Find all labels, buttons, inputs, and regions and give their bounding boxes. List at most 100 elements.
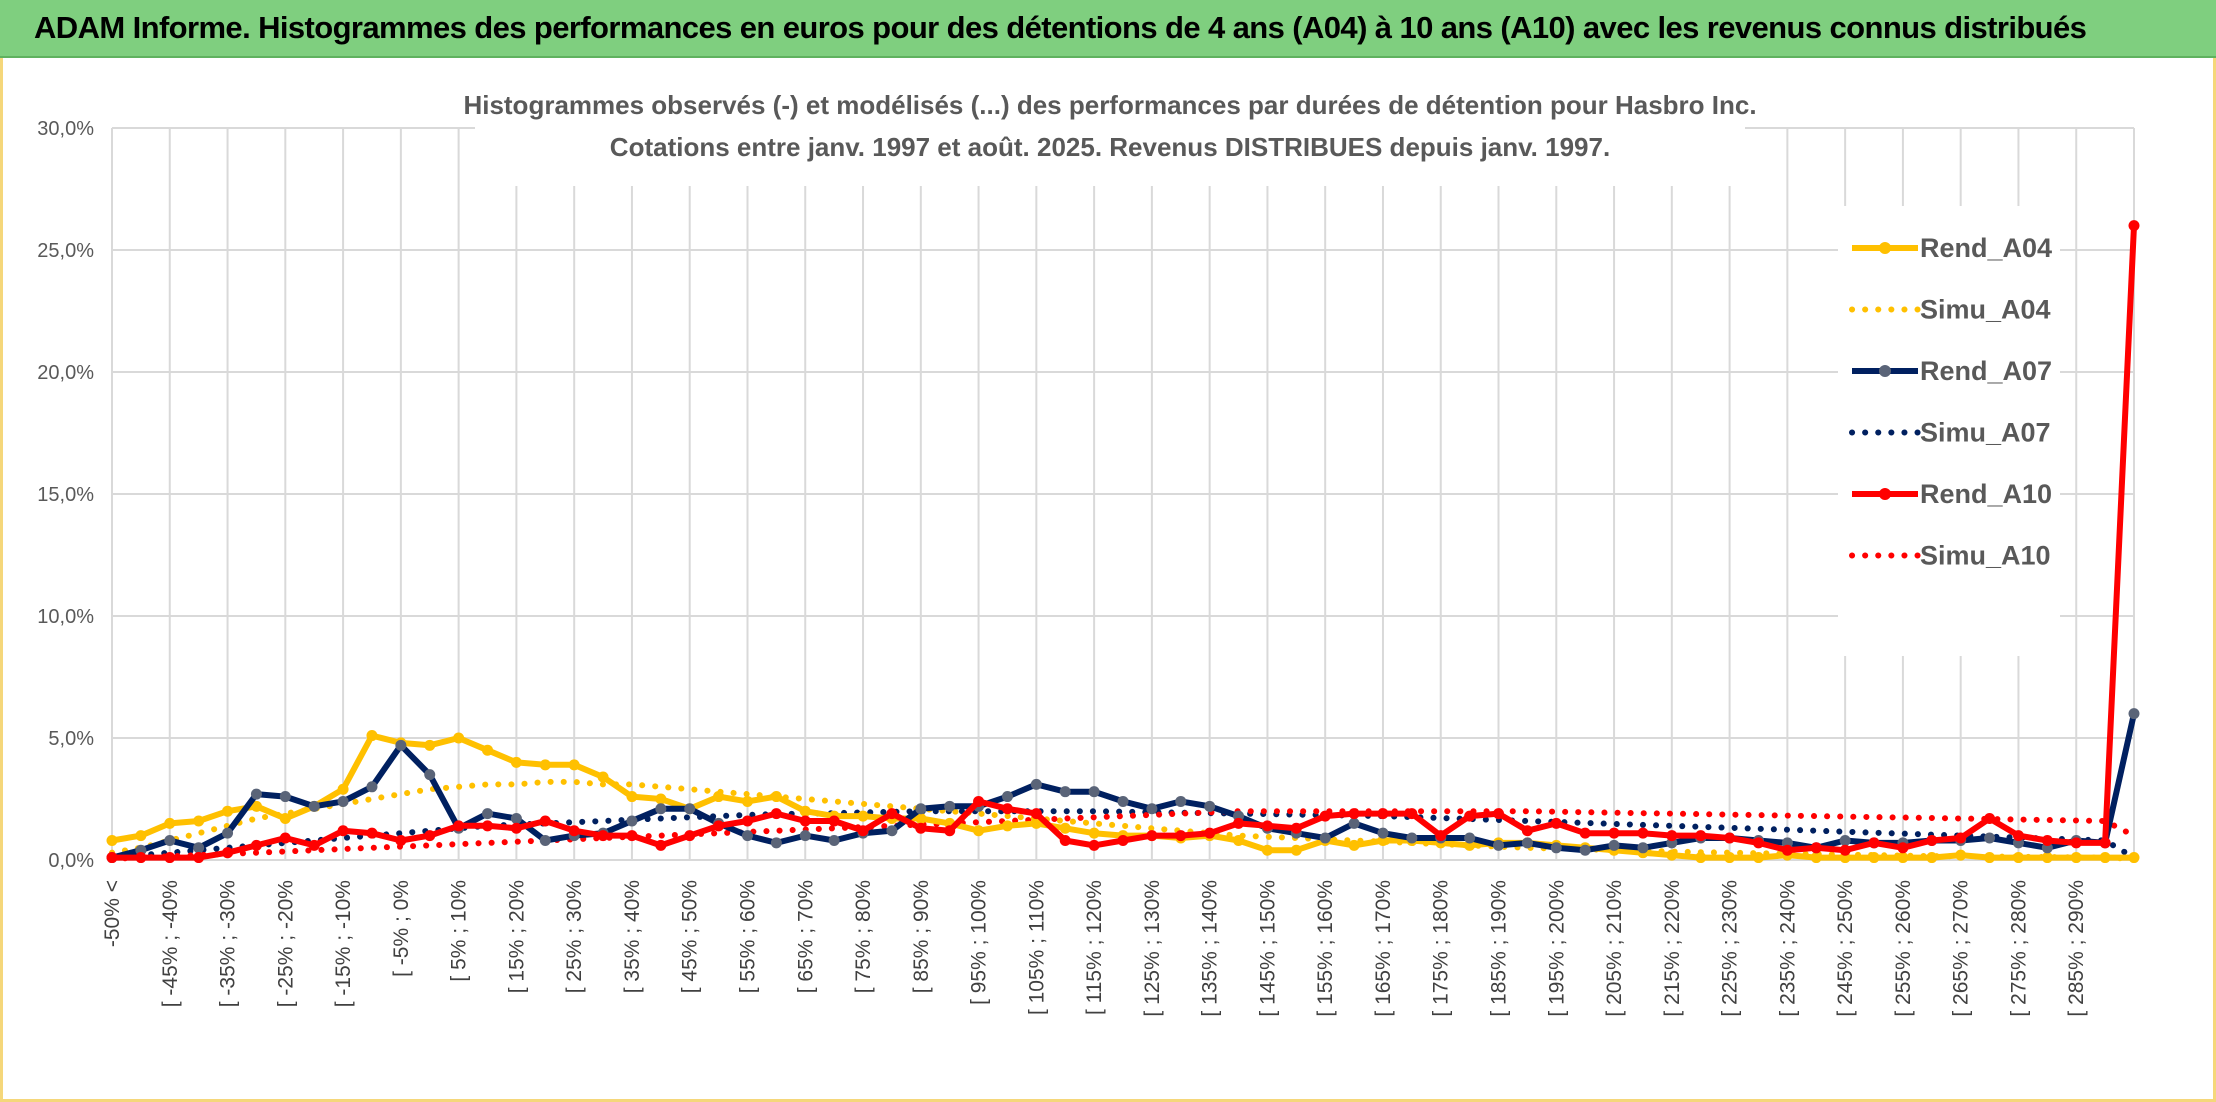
point-Rend_A10 xyxy=(510,822,522,834)
point-Rend_A10 xyxy=(1117,834,1129,846)
x-tick-label: [ -5% ; 0% xyxy=(390,880,413,977)
chart-title: Histogrammes observés (-) et modélisés (… xyxy=(463,90,1756,120)
point-Rend_A10 xyxy=(597,830,609,842)
point-Rend_A04 xyxy=(626,791,638,803)
point-Rend_A07 xyxy=(1608,839,1620,851)
point-Rend_A04 xyxy=(1926,852,1938,864)
point-Rend_A04 xyxy=(1088,827,1100,839)
point-Rend_A10 xyxy=(1059,834,1071,846)
x-tick-label: [ 35% ; 40% xyxy=(621,880,644,993)
point-Rend_A10 xyxy=(741,815,753,827)
point-Rend_A07 xyxy=(164,834,176,846)
point-Rend_A04 xyxy=(1233,834,1245,846)
x-tick-label: [ 155% ; 160% xyxy=(1314,880,1337,1017)
x-tick-label: [ 225% ; 230% xyxy=(1719,880,1742,1017)
x-tick-label: [ 85% ; 90% xyxy=(910,880,933,993)
point-Rend_A04 xyxy=(135,830,147,842)
point-Rend_A10 xyxy=(1406,808,1418,820)
point-Rend_A07 xyxy=(395,739,407,751)
point-Rend_A10 xyxy=(828,815,840,827)
x-tick-label: [ 65% ; 70% xyxy=(794,880,817,993)
y-tick-label: 15,0% xyxy=(37,484,94,506)
point-Rend_A10 xyxy=(1521,825,1533,837)
point-Rend_A04 xyxy=(2128,852,2140,864)
point-Rend_A10 xyxy=(1810,842,1822,854)
point-Rend_A07 xyxy=(799,830,811,842)
point-Rend_A10 xyxy=(1001,803,1013,815)
point-Rend_A04 xyxy=(2070,852,2082,864)
point-Rend_A07 xyxy=(626,815,638,827)
point-Rend_A04 xyxy=(424,739,436,751)
point-Rend_A10 xyxy=(164,852,176,864)
y-tick-label: 25,0% xyxy=(37,240,94,262)
point-Rend_A04 xyxy=(2099,852,2111,864)
legend-marker xyxy=(1879,242,1891,254)
point-Rend_A10 xyxy=(1579,827,1591,839)
point-Rend_A07 xyxy=(828,834,840,846)
point-Rend_A10 xyxy=(1550,817,1562,829)
point-Rend_A10 xyxy=(2070,837,2082,849)
point-Rend_A10 xyxy=(193,852,205,864)
point-Rend_A04 xyxy=(1261,844,1273,856)
x-tick-label: [ 215% ; 220% xyxy=(1661,880,1684,1017)
x-tick-label: [ 265% ; 270% xyxy=(1950,880,1973,1017)
x-tick-label: [ 45% ; 50% xyxy=(679,880,702,993)
point-Rend_A07 xyxy=(222,827,234,839)
series-line-Simu_A04 xyxy=(109,778,2137,862)
x-tick-label: [ 125% ; 130% xyxy=(1141,880,1164,1017)
point-Rend_A10 xyxy=(395,834,407,846)
point-Rend_A10 xyxy=(1955,832,1967,844)
point-Rend_A04 xyxy=(713,791,725,803)
point-Rend_A10 xyxy=(2099,837,2111,849)
point-Rend_A10 xyxy=(106,852,118,864)
point-Rend_A10 xyxy=(1030,808,1042,820)
x-tick-label: -50% < xyxy=(101,880,124,947)
point-Rend_A04 xyxy=(1290,844,1302,856)
point-Rend_A10 xyxy=(1377,808,1389,820)
point-Rend_A04 xyxy=(366,730,378,742)
legend-entry: Rend_A07 xyxy=(1920,356,2052,386)
point-Rend_A07 xyxy=(482,808,494,820)
point-Rend_A10 xyxy=(1752,837,1764,849)
point-Rend_A07 xyxy=(193,842,205,854)
point-Rend_A04 xyxy=(337,783,349,795)
point-Rend_A10 xyxy=(1464,810,1476,822)
point-Rend_A10 xyxy=(1608,827,1620,839)
point-Rend_A07 xyxy=(1521,837,1533,849)
point-Rend_A07 xyxy=(1377,827,1389,839)
point-Rend_A10 xyxy=(1435,830,1447,842)
point-Rend_A10 xyxy=(857,825,869,837)
point-Rend_A07 xyxy=(1984,832,1996,844)
y-tick-label: 20,0% xyxy=(37,362,94,384)
x-tick-label: [ -25% ; -20% xyxy=(274,880,297,1007)
point-Rend_A07 xyxy=(424,769,436,781)
point-Rend_A07 xyxy=(655,803,667,815)
point-Rend_A04 xyxy=(279,813,291,825)
point-Rend_A04 xyxy=(1695,852,1707,864)
point-Rend_A04 xyxy=(655,793,667,805)
x-tick-label: [ 115% ; 120% xyxy=(1083,880,1106,1015)
point-Rend_A04 xyxy=(222,805,234,817)
x-tick-label: [ -45% ; -40% xyxy=(159,880,182,1007)
x-tick-label: [ 135% ; 140% xyxy=(1199,880,1222,1017)
point-Rend_A10 xyxy=(482,820,494,832)
point-Rend_A04 xyxy=(1059,822,1071,834)
x-tick-label: [ 235% ; 240% xyxy=(1776,880,1799,1017)
point-Rend_A07 xyxy=(944,800,956,812)
legend-background xyxy=(1838,206,2060,656)
x-tick-label: [ 5% ; 10% xyxy=(448,880,471,982)
point-Rend_A04 xyxy=(1810,852,1822,864)
x-tick-label: [ 205% ; 210% xyxy=(1603,880,1626,1017)
point-Rend_A07 xyxy=(1839,834,1851,846)
x-tick-label: [ 285% ; 290% xyxy=(2065,880,2088,1017)
point-Rend_A10 xyxy=(915,822,927,834)
point-Rend_A07 xyxy=(366,781,378,793)
point-Rend_A10 xyxy=(1233,817,1245,829)
point-Rend_A10 xyxy=(684,830,696,842)
legend-entry: Simu_A04 xyxy=(1920,295,2051,325)
y-tick-label: 10,0% xyxy=(37,606,94,628)
point-Rend_A10 xyxy=(2128,220,2140,232)
x-tick-label: [ 75% ; 80% xyxy=(852,880,875,993)
point-Rend_A10 xyxy=(1897,842,1909,854)
